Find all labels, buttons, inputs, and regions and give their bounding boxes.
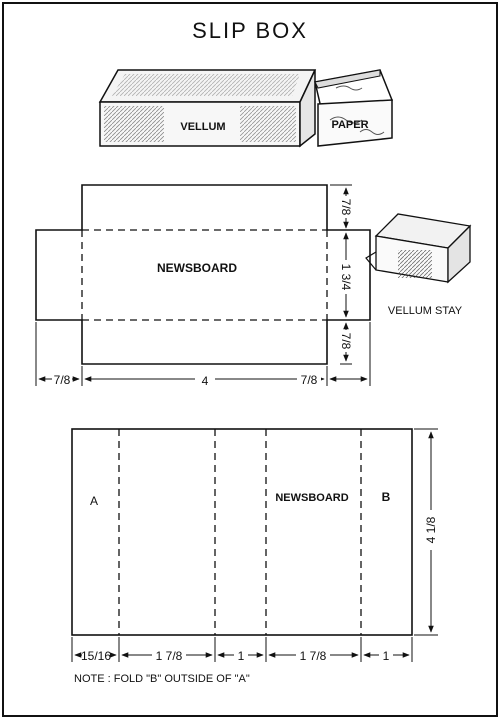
box-illustration: VELLUM PAPER bbox=[98, 69, 394, 148]
lid-dim-width: 4 bbox=[202, 374, 209, 388]
dim-bg bbox=[195, 370, 215, 390]
dim-bg bbox=[379, 646, 393, 664]
vellum-label: VELLUM bbox=[180, 121, 225, 133]
tray-pattern: A NEWSBOARD B 4 1/8 15/16 1 7/8 bbox=[71, 428, 441, 685]
tray-newsboard-label: NEWSBOARD bbox=[275, 492, 348, 504]
lid-pattern: NEWSBOARD 7/8 1 3/4 7/8 7/8 4 bbox=[35, 184, 371, 390]
dim-bg bbox=[336, 260, 356, 294]
tray-dim-width-1: 15/16 bbox=[81, 649, 111, 663]
lid-dim-height: 1 3/4 bbox=[339, 264, 353, 291]
vellum-texture bbox=[104, 106, 164, 142]
vellum-texture bbox=[112, 74, 300, 96]
dim-bg bbox=[52, 370, 72, 390]
lid-dim-flap-left: 7/8 bbox=[54, 373, 71, 387]
dim-bg bbox=[421, 510, 441, 550]
tray-dim-width-5: 1 bbox=[383, 649, 390, 663]
tray-fold-lines bbox=[118, 429, 362, 635]
paper-pattern bbox=[359, 129, 385, 135]
tray-outline bbox=[71, 428, 413, 636]
tray-dim-height: 4 1/8 bbox=[424, 516, 438, 543]
dim-bg bbox=[297, 370, 321, 390]
paper-label: PAPER bbox=[331, 119, 368, 131]
tray-dim-width-4: 1 7/8 bbox=[300, 649, 327, 663]
tray-label-b: B bbox=[382, 490, 391, 504]
tray-rim bbox=[314, 69, 381, 89]
tray-label-a: A bbox=[90, 494, 98, 508]
vellum-texture bbox=[240, 106, 296, 142]
dim-bg bbox=[336, 330, 356, 352]
lid-newsboard-label: NEWSBOARD bbox=[157, 261, 237, 275]
lid-dim-flap-bottom: 7/8 bbox=[339, 333, 353, 350]
vellum-stay-label: VELLUM STAY bbox=[388, 305, 463, 317]
dim-bg bbox=[296, 646, 330, 664]
tray-fold-note: NOTE : FOLD "B" OUTSIDE OF "A" bbox=[74, 673, 250, 685]
paper-pattern bbox=[329, 116, 363, 124]
lid-fold-lines bbox=[81, 229, 328, 321]
box-side-face bbox=[299, 69, 316, 148]
paper-pattern bbox=[335, 85, 363, 91]
vellum-stay-illustration: VELLUM STAY bbox=[365, 213, 472, 317]
dim-bg bbox=[152, 646, 186, 664]
vellum-stay-texture bbox=[398, 250, 432, 278]
tray-dim-width-3: 1 bbox=[238, 649, 245, 663]
lid-dim-flap-right: 7/8 bbox=[301, 373, 318, 387]
dim-bg bbox=[336, 196, 356, 218]
dim-bg bbox=[234, 646, 248, 664]
tray-dim-width-2: 1 7/8 bbox=[156, 649, 183, 663]
page-title: SLIP BOX bbox=[192, 18, 308, 43]
dim-bg bbox=[82, 646, 110, 664]
lid-dim-flap-top: 7/8 bbox=[339, 199, 353, 216]
